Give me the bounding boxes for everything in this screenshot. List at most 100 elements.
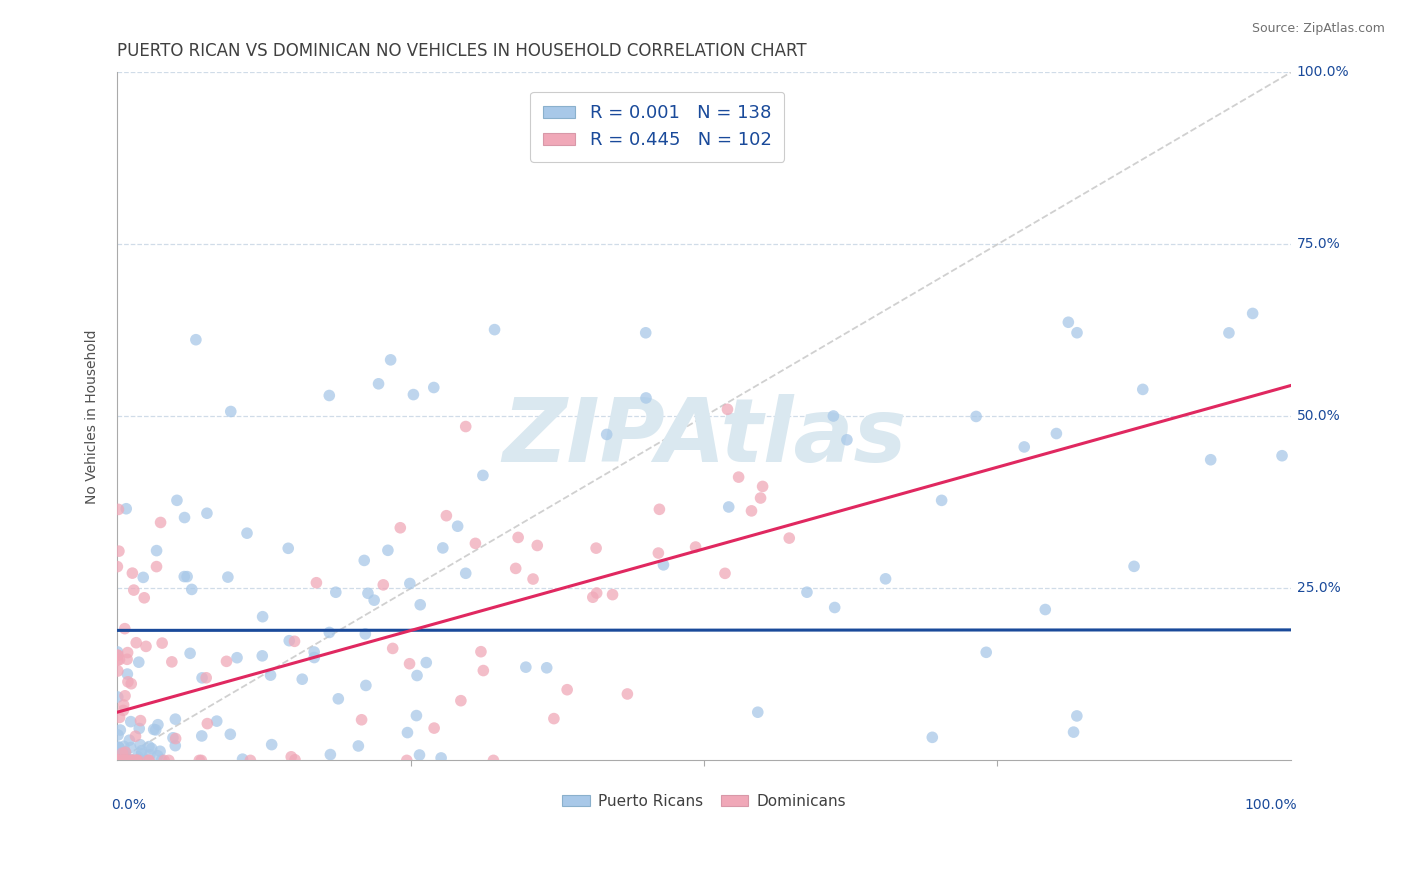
Point (470, 645, 492, 659)
Point (652, 558, 675, 572)
Point (291, 672, 314, 686)
Point (1012, 440, 1035, 454)
Point (107, 753, 129, 767)
Point (111, 753, 134, 767)
Point (328, 691, 350, 706)
Point (430, 751, 453, 765)
Point (105, 753, 128, 767)
Point (121, 753, 143, 767)
Point (107, 664, 129, 678)
Point (543, 712, 565, 726)
Point (138, 739, 160, 754)
Point (278, 633, 301, 648)
Point (357, 586, 380, 600)
Point (965, 409, 987, 424)
Point (115, 753, 138, 767)
Point (108, 710, 131, 724)
Point (395, 753, 418, 767)
Point (380, 352, 402, 367)
Point (149, 744, 172, 758)
Point (134, 591, 156, 605)
Point (115, 652, 138, 666)
Point (145, 559, 167, 574)
Point (114, 745, 136, 759)
Point (634, 391, 657, 405)
Point (252, 648, 274, 663)
Point (112, 753, 135, 767)
Point (236, 526, 259, 541)
Point (107, 753, 129, 767)
Point (117, 667, 139, 681)
Point (129, 714, 152, 728)
Point (145, 543, 167, 558)
Point (482, 753, 505, 767)
Point (472, 664, 495, 678)
Point (1066, 326, 1088, 340)
Point (132, 570, 155, 584)
Point (191, 729, 214, 743)
Point (283, 634, 305, 648)
Point (153, 753, 176, 767)
Point (117, 646, 139, 660)
Point (111, 746, 134, 760)
Text: 100.0%: 100.0% (1244, 798, 1296, 813)
Point (112, 739, 135, 754)
Point (450, 694, 472, 708)
Point (408, 747, 430, 762)
Point (127, 749, 149, 764)
Point (595, 427, 617, 442)
Point (136, 753, 159, 767)
Point (381, 641, 404, 656)
Point (107, 753, 129, 767)
Point (112, 751, 135, 765)
Point (423, 721, 446, 735)
Point (150, 636, 173, 650)
Point (128, 753, 150, 767)
Point (363, 593, 385, 607)
Point (305, 575, 328, 590)
Point (526, 539, 548, 553)
Point (190, 753, 212, 767)
Point (118, 733, 141, 747)
Point (112, 753, 135, 767)
Point (389, 521, 412, 535)
Point (259, 668, 281, 682)
Point (120, 740, 142, 755)
Point (367, 376, 389, 391)
Point (219, 727, 242, 741)
Point (122, 583, 145, 598)
Point (716, 402, 738, 417)
Point (302, 645, 325, 659)
Point (108, 753, 131, 767)
Text: 0.0%: 0.0% (111, 798, 146, 813)
Point (125, 636, 148, 650)
Point (117, 674, 139, 689)
Point (107, 645, 129, 659)
Point (1132, 383, 1154, 397)
Point (114, 689, 136, 703)
Text: ZIPAtlas: ZIPAtlas (502, 393, 907, 481)
Point (120, 753, 142, 767)
Text: 75.0%: 75.0% (1296, 237, 1340, 252)
Point (522, 572, 544, 586)
Point (921, 731, 943, 745)
Point (107, 752, 129, 766)
Point (195, 716, 218, 731)
Point (354, 678, 377, 692)
Point (124, 729, 146, 743)
Point (318, 625, 340, 640)
Point (166, 493, 188, 508)
Point (1045, 426, 1067, 441)
Point (107, 753, 129, 767)
Point (121, 753, 143, 767)
Point (107, 753, 129, 767)
Point (415, 656, 437, 670)
Point (484, 323, 506, 337)
Point (195, 506, 218, 520)
Point (139, 747, 162, 762)
Point (107, 690, 129, 704)
Point (406, 668, 429, 682)
Point (188, 753, 211, 767)
Point (107, 653, 129, 667)
Point (107, 740, 129, 755)
